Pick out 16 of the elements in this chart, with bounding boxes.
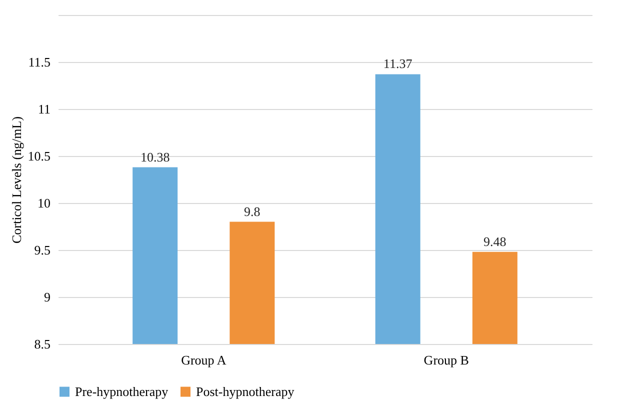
x-tick-label: Group B xyxy=(424,352,470,368)
y-tick-label: 11.5 xyxy=(28,54,50,70)
data-label: 11.37 xyxy=(383,56,413,72)
legend-label: Pre-hypnotherapy xyxy=(75,384,169,399)
data-label: 9.48 xyxy=(484,234,506,249)
y-tick-label: 9.5 xyxy=(34,242,50,258)
y-tick-label: 8.5 xyxy=(34,336,50,352)
y-tick-label: 9 xyxy=(44,290,50,304)
y-tick-label: 10 xyxy=(38,196,50,210)
x-tick-label: Group A xyxy=(181,352,227,368)
legend-label: Post-hypnotherapy xyxy=(196,384,295,399)
y-tick-label: 11 xyxy=(38,102,50,116)
data-label: 10.38 xyxy=(140,149,170,164)
y-tick-label: 10.5 xyxy=(28,148,50,164)
data-label: 9.8 xyxy=(244,204,260,219)
y-axis-title: Corticol Levels (ng/mL) xyxy=(8,116,24,244)
